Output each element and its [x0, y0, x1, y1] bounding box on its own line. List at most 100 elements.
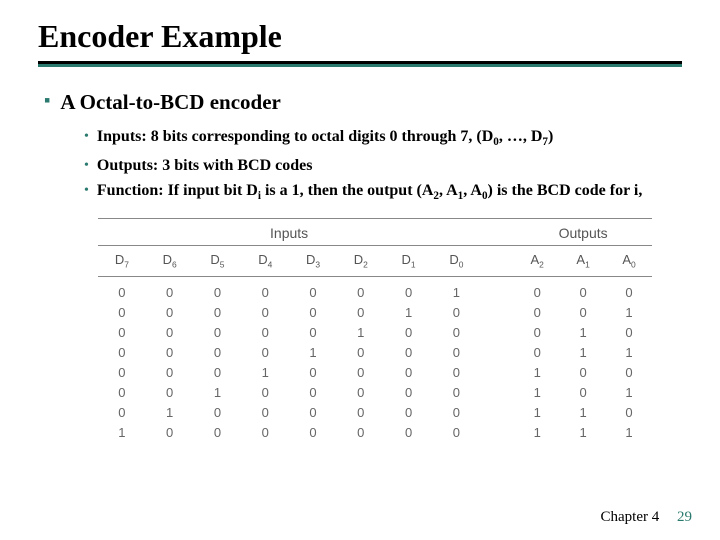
input-cell: 1	[194, 383, 242, 403]
truth-table-wrap: Inputs Outputs D7D6D5D4D3D2D1D0A2A1A0 00…	[98, 218, 652, 442]
input-cell: 0	[146, 423, 194, 443]
table-column-header: D7D6D5D4D3D2D1D0A2A1A0	[98, 246, 652, 277]
row-gap	[480, 423, 514, 443]
input-cell: 0	[194, 403, 242, 423]
row-gap	[480, 403, 514, 423]
input-cell: 0	[194, 303, 242, 323]
input-cell: 0	[194, 277, 242, 303]
table-row: 00100000101	[98, 383, 652, 403]
output-cell: 1	[560, 323, 606, 343]
input-cell: 1	[385, 303, 433, 323]
input-cell: 0	[385, 383, 433, 403]
output-cell: 1	[606, 383, 652, 403]
input-cell: 0	[98, 363, 146, 383]
input-col-header: D4	[241, 246, 289, 277]
row-gap	[480, 303, 514, 323]
input-cell: 1	[146, 403, 194, 423]
input-cell: 0	[385, 423, 433, 443]
input-cell: 1	[432, 277, 480, 303]
slide-footer: Chapter 4 29	[601, 509, 692, 526]
output-cell: 1	[560, 343, 606, 363]
input-cell: 0	[146, 277, 194, 303]
input-cell: 0	[432, 323, 480, 343]
chapter-label: Chapter 4	[601, 509, 660, 525]
output-cell: 1	[606, 303, 652, 323]
truth-table: Inputs Outputs D7D6D5D4D3D2D1D0A2A1A0 00…	[98, 218, 652, 442]
table-group-header: Inputs Outputs	[98, 219, 652, 246]
content-section: ▪ A Octal-to-BCD encoder •Inputs: 8 bits…	[38, 89, 682, 204]
input-cell: 0	[146, 383, 194, 403]
input-cell: 0	[146, 323, 194, 343]
input-cell: 0	[385, 343, 433, 363]
input-cell: 0	[194, 323, 242, 343]
output-cell: 0	[560, 363, 606, 383]
dot-bullet-icon: •	[84, 128, 89, 147]
input-cell: 0	[432, 363, 480, 383]
input-col-header: D2	[337, 246, 385, 277]
table-row: 00000100010	[98, 323, 652, 343]
input-cell: 0	[146, 343, 194, 363]
input-cell: 0	[432, 423, 480, 443]
output-cell: 1	[606, 343, 652, 363]
input-cell: 0	[241, 383, 289, 403]
square-bullet-icon: ▪	[44, 89, 50, 112]
dot-bullet-icon: •	[84, 157, 89, 176]
input-cell: 0	[194, 343, 242, 363]
output-cell: 0	[514, 343, 560, 363]
table-row: 00000010001	[98, 303, 652, 323]
input-cell: 0	[385, 277, 433, 303]
input-cell: 1	[98, 423, 146, 443]
table-body: 0000000100000000010001000001000100000100…	[98, 277, 652, 443]
page-number: 29	[677, 509, 692, 525]
input-cell: 0	[98, 383, 146, 403]
output-cell: 1	[560, 423, 606, 443]
input-cell: 0	[337, 303, 385, 323]
bullet-list: • Inputs: 8 bits corresponding to octal d…	[44, 126, 682, 204]
output-cell: 0	[514, 323, 560, 343]
input-cell: 0	[146, 363, 194, 383]
bullet-text: Inputs: 8 bits corresponding to octal di…	[97, 126, 553, 150]
input-cell: 0	[289, 423, 337, 443]
dot-bullet-icon: •	[84, 182, 89, 201]
output-col-header: A2	[514, 246, 560, 277]
input-cell: 0	[98, 343, 146, 363]
input-cell: 0	[98, 403, 146, 423]
input-cell: 0	[241, 403, 289, 423]
output-cell: 1	[514, 363, 560, 383]
input-cell: 0	[337, 423, 385, 443]
output-cell: 0	[560, 383, 606, 403]
input-cell: 0	[289, 277, 337, 303]
table-row: 00000001000	[98, 277, 652, 303]
input-cell: 0	[289, 403, 337, 423]
output-cell: 1	[560, 403, 606, 423]
input-cell: 0	[241, 323, 289, 343]
output-col-header: A0	[606, 246, 652, 277]
input-cell: 0	[385, 403, 433, 423]
output-cell: 1	[514, 423, 560, 443]
output-col-header: A1	[560, 246, 606, 277]
bullet-text: Function: If input bit Di is a 1, then t…	[97, 180, 642, 204]
input-cell: 0	[432, 403, 480, 423]
input-cell: 0	[241, 343, 289, 363]
row-gap	[480, 323, 514, 343]
input-cell: 0	[194, 363, 242, 383]
row-gap	[480, 343, 514, 363]
output-cell: 1	[514, 403, 560, 423]
input-cell: 0	[289, 323, 337, 343]
output-cell: 1	[514, 383, 560, 403]
table-row: 01000000110	[98, 403, 652, 423]
input-cell: 0	[289, 383, 337, 403]
output-cell: 0	[606, 363, 652, 383]
input-col-header: D1	[385, 246, 433, 277]
output-cell: 0	[514, 277, 560, 303]
output-cell: 0	[606, 403, 652, 423]
input-cell: 0	[146, 303, 194, 323]
input-cell: 0	[241, 423, 289, 443]
output-cell: 0	[560, 277, 606, 303]
input-cell: 0	[337, 277, 385, 303]
input-cell: 0	[241, 277, 289, 303]
row-gap	[480, 383, 514, 403]
output-cell: 1	[606, 423, 652, 443]
bullet-item: • Function: If input bit Di is a 1, then …	[84, 180, 682, 204]
input-cell: 1	[337, 323, 385, 343]
